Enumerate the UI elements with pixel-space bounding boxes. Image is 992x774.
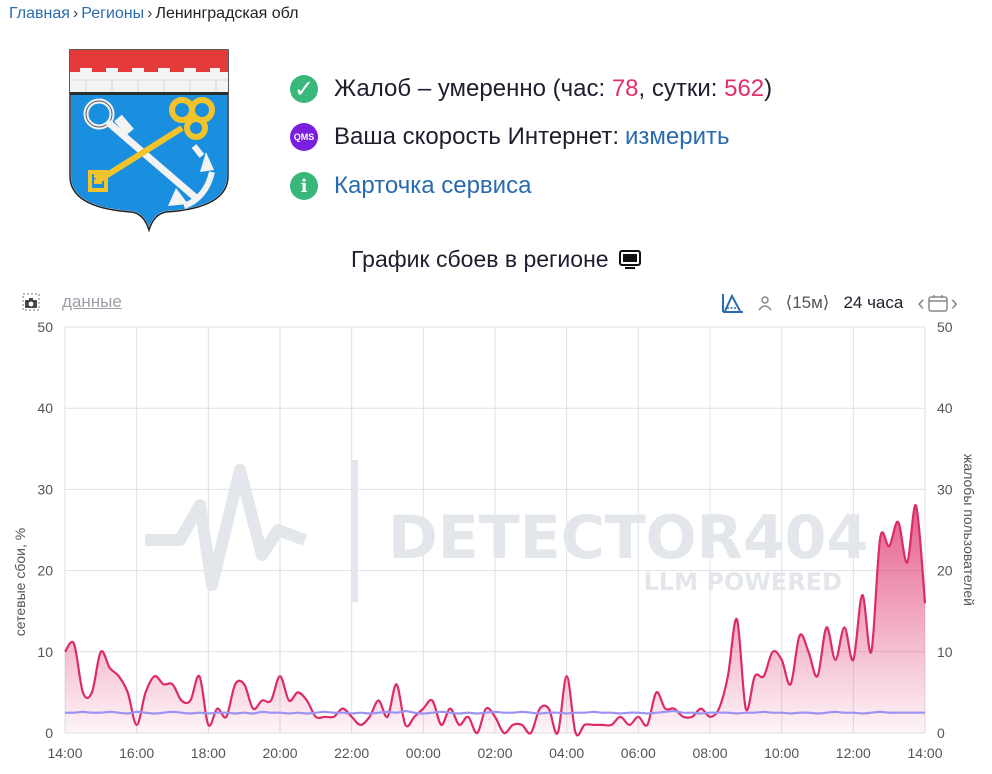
y-tick-label-right: 30: [937, 481, 953, 497]
y-axis-right: 0 10 20 30 40 50: [937, 319, 953, 741]
chevron-right-icon: ›: [72, 5, 79, 22]
info-icon: i: [290, 172, 318, 200]
breadcrumb: Главная › Регионы › Ленинградская обл: [9, 5, 298, 23]
y-tick-label-left: 10: [37, 644, 53, 660]
complaints-status: ✓ Жалоб – умеренно (час: 78, сутки: 562): [290, 75, 772, 103]
period-selector[interactable]: 24 часа: [843, 293, 904, 312]
x-tick-label: 20:00: [262, 745, 297, 761]
date-nav: ‹ ›: [917, 290, 958, 316]
x-tick-label: 12:00: [836, 745, 871, 761]
check-circle-icon: ✓: [290, 75, 318, 103]
x-tick-label: 22:00: [334, 745, 369, 761]
outage-chart: DETECTOR404 LLM POWERED 0 10 20 30 40 50 0 10 2…: [12, 319, 977, 761]
x-tick-label: 08:00: [692, 745, 727, 761]
x-axis: 14:00 16:00 18:00 20:00 22:00 00:00 02:00 04:00…: [47, 745, 942, 761]
area-chart-icon[interactable]: [721, 293, 744, 313]
speed-test-row: QMS Ваша скорость Интернет: измерить: [290, 123, 730, 151]
prev-date-button[interactable]: ‹: [917, 290, 925, 315]
speed-test-label: Ваша скорость Интернет:: [334, 123, 619, 150]
y-tick-label-left: 40: [37, 400, 53, 416]
complaints-text: Жалоб – умеренно (час: 78, сутки: 562): [334, 75, 773, 102]
breadcrumb-regions[interactable]: Регионы: [81, 5, 145, 22]
interval-selector[interactable]: ⟨15м⟩: [785, 293, 830, 312]
y-tick-label-right: 0: [937, 725, 945, 741]
chart-title: График сбоев в регионе: [0, 246, 992, 273]
next-date-button[interactable]: ›: [950, 290, 958, 315]
calendar-icon[interactable]: [927, 294, 948, 312]
x-tick-label: 04:00: [549, 745, 584, 761]
complaints-day-count: 562: [724, 75, 765, 102]
y-tick-label-right: 10: [937, 644, 953, 660]
breadcrumb-home[interactable]: Главная: [9, 5, 70, 22]
y-tick-label-right: 20: [937, 563, 953, 579]
y-tick-label-left: 0: [45, 725, 53, 741]
y-tick-label-left: 20: [37, 563, 53, 579]
complaints-line: [64, 504, 927, 737]
monitor-icon: [618, 250, 641, 269]
watermark-tagline: LLM POWERED: [644, 568, 842, 596]
x-tick-label: 06:00: [621, 745, 656, 761]
chevron-right-icon: ›: [147, 5, 153, 22]
x-tick-label: 14:00: [907, 745, 942, 761]
service-card-link[interactable]: Карточка сервиса: [334, 172, 532, 199]
x-tick-label: 16:00: [119, 745, 154, 761]
qms-icon: QMS: [290, 123, 318, 151]
y-axis-left: 0 10 20 30 40 50: [37, 319, 53, 741]
x-tick-label: 14:00: [47, 745, 82, 761]
x-tick-label: 18:00: [191, 745, 226, 761]
x-tick-label: 02:00: [477, 745, 512, 761]
y-tick-label-right: 50: [937, 319, 953, 335]
data-link[interactable]: данные: [62, 292, 122, 311]
coat-of-arms-icon: [69, 49, 229, 232]
complaints-hour-count: 78: [611, 75, 639, 102]
y-tick-label-left: 50: [37, 319, 53, 335]
speed-test-link[interactable]: измерить: [625, 123, 730, 150]
chart-toolbar-left: данные: [22, 292, 122, 312]
y-axis-label-right: жалобы пользователей: [961, 454, 977, 606]
complaints-area: [65, 505, 925, 736]
network-outage-line: [64, 709, 925, 715]
chart-toolbar-right: ⟨15м⟩ 24 часа ‹ ›: [708, 290, 958, 316]
y-tick-label-right: 40: [937, 400, 953, 416]
service-card-row: i Карточка сервиса: [290, 172, 531, 200]
user-icon[interactable]: [757, 295, 772, 311]
breadcrumb-current: Ленинградская обл: [155, 5, 299, 22]
watermark: DETECTOR404 LLM POWERED: [145, 460, 868, 602]
watermark-brand: DETECTOR404: [388, 503, 868, 573]
x-tick-label: 00:00: [406, 745, 441, 761]
x-tick-label: 10:00: [764, 745, 799, 761]
y-tick-label-left: 30: [37, 481, 53, 497]
y-axis-label-left: сетевые сбои, %: [12, 528, 28, 636]
camera-icon[interactable]: [22, 293, 40, 311]
